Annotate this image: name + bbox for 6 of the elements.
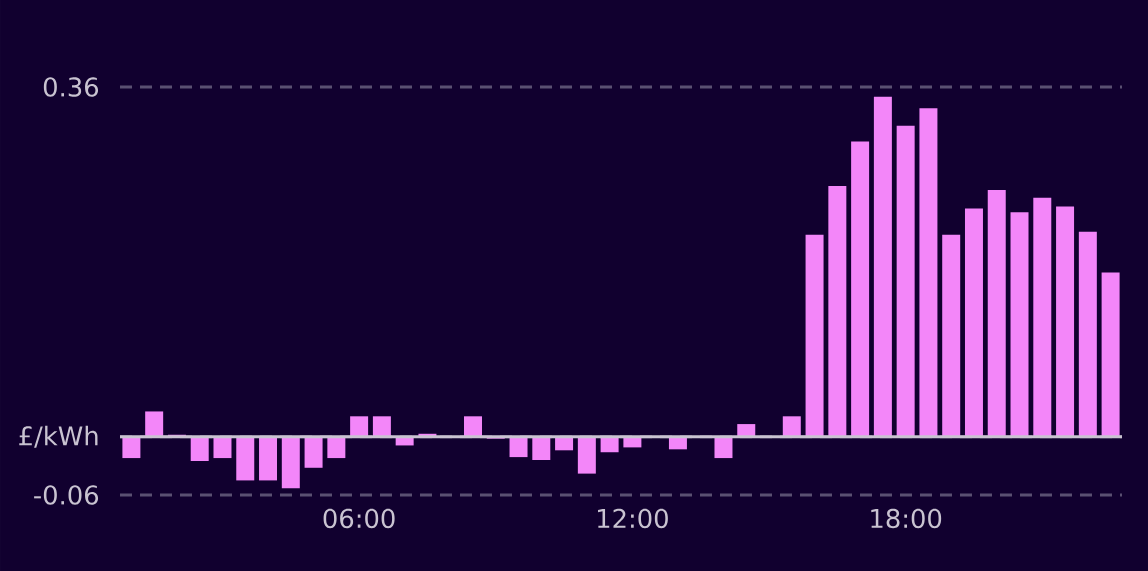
x-tick-label: 06:00 <box>323 508 395 529</box>
x-tick-label: 12:00 <box>598 508 668 529</box>
y-tick-label: 0.36 <box>43 77 99 97</box>
y-tick-label: -0.06 <box>34 485 99 505</box>
y-tick-label: £/kWh <box>19 425 98 448</box>
x-tick-label: 18:00 <box>871 508 942 529</box>
